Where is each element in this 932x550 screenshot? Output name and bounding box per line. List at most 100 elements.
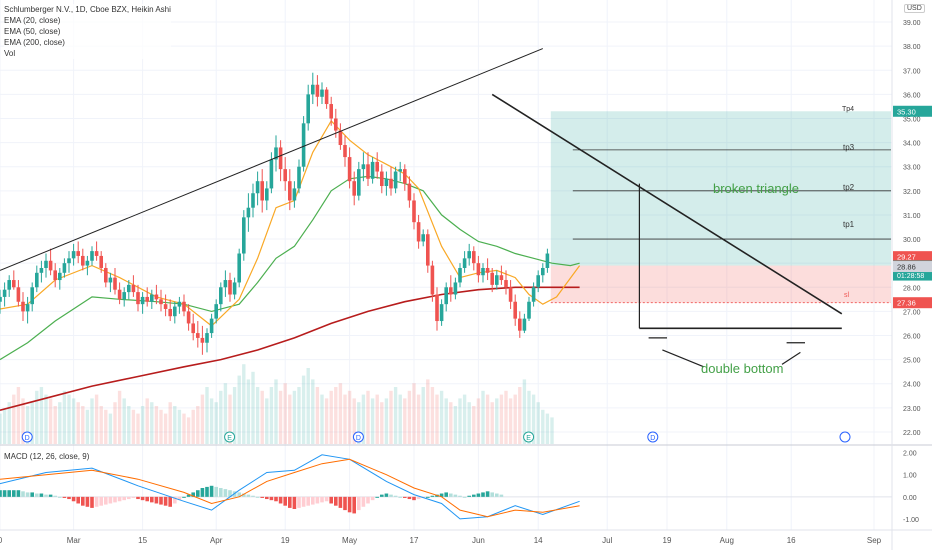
volume-bar (177, 409, 182, 444)
volume-bar (246, 379, 251, 444)
volume-bar (237, 375, 241, 444)
volume-bar (449, 402, 453, 444)
candle-body (154, 294, 159, 300)
candle-body (30, 287, 34, 305)
candle-body (44, 260, 48, 268)
candle-body (21, 301, 25, 312)
volume-bar (2, 409, 7, 444)
macd-histogram-bar (44, 494, 48, 497)
volume-bar (58, 402, 62, 444)
candle-body (232, 282, 237, 295)
candle-body (380, 171, 384, 187)
profit-zone (550, 111, 891, 266)
event-marker-future (839, 431, 851, 443)
volume-bar (375, 394, 379, 444)
volume-bar (168, 402, 172, 444)
macd-histogram-bar (219, 488, 223, 497)
candle-body (214, 304, 218, 319)
candle-body (495, 275, 499, 285)
macd-histogram-bar (315, 496, 320, 504)
currency-badge[interactable]: USD (904, 4, 925, 13)
volume-bar (380, 402, 384, 444)
macd-histogram-bar (35, 493, 39, 497)
macd-histogram-bar (490, 492, 494, 497)
candle-body (246, 207, 251, 218)
volume-bar (518, 387, 522, 444)
candle-body (117, 289, 122, 300)
macd-histogram-bar (214, 486, 218, 497)
volume-bar (453, 406, 458, 444)
macd-histogram-bar (352, 496, 356, 514)
event-marker-label: D (650, 435, 655, 442)
volume-bar (127, 406, 131, 444)
candle-body (131, 284, 136, 293)
volume-bar (292, 390, 297, 444)
macd-histogram-bar (104, 496, 108, 505)
axes: 22.0023.0024.0025.0026.0027.0028.0029.00… (0, 20, 932, 545)
event-marker-label: D (356, 435, 361, 442)
legend-ema200[interactable]: EMA (200, close) (4, 38, 65, 47)
macd-histogram-bar (306, 496, 310, 506)
falling-trendline (491, 93, 843, 315)
macd-histogram-bar (7, 490, 11, 497)
annotation-broken-triangle: broken triangle (713, 181, 799, 196)
volume-bar (476, 398, 481, 444)
candle-body (527, 301, 531, 319)
volume-bar (389, 390, 393, 444)
volume-bar (301, 375, 306, 444)
candle-body (416, 222, 421, 242)
candle-body (485, 267, 490, 273)
volume-bar (90, 398, 94, 444)
price-label-value: 29.27 (897, 253, 916, 262)
legend-ema20[interactable]: EMA (20, close) (4, 16, 61, 25)
legend-ema50[interactable]: EMA (50, close) (4, 27, 61, 36)
candle-body (205, 333, 209, 343)
volume-bar (269, 387, 274, 444)
volume-bar (214, 402, 218, 444)
macd-histogram-bar (260, 496, 264, 498)
candle-body (113, 277, 117, 290)
legend-volume[interactable]: Vol (4, 49, 16, 58)
macd-legend[interactable]: MACD (12, 26, close, 9) (4, 452, 90, 461)
event-marker-label: E (227, 435, 232, 442)
macd-histogram-bar (163, 496, 168, 506)
volume-bar (490, 402, 494, 444)
volume-bar (288, 394, 292, 444)
candle-body (361, 164, 366, 170)
candle-body (177, 301, 182, 307)
macd-histogram-bar (136, 496, 140, 500)
candle-body (292, 188, 297, 201)
volume-bar (393, 387, 398, 444)
time-tick-label: Mar (67, 536, 81, 545)
macd-histogram-bar (338, 496, 343, 508)
rising-trendline (0, 48, 543, 271)
candle-body (173, 306, 177, 317)
macd-histogram-bar (324, 496, 329, 502)
macd-histogram-bar (242, 493, 246, 497)
volume-bar (113, 402, 117, 444)
candle-body (412, 200, 416, 223)
macd-histogram-bar (347, 496, 352, 513)
event-marker (21, 431, 33, 443)
label-tp4: Tp4 (842, 106, 854, 113)
macd-histogram-bar (237, 492, 241, 497)
candle-body (186, 311, 191, 324)
candle-body (12, 280, 16, 288)
symbol-title: Schlumberger N.V., 1D, Cboe BZX, Heikin … (4, 5, 171, 14)
macd-histogram-bar (200, 488, 205, 497)
candle-body (136, 292, 140, 305)
macd-histogram-bar (108, 496, 113, 504)
candle-body (343, 145, 347, 158)
macd-histogram-bar (495, 493, 499, 497)
candle-body (16, 287, 21, 302)
volume-bar (44, 394, 48, 444)
macd-histogram-bar (403, 496, 407, 498)
price-tick-label: 27.00 (903, 309, 921, 316)
macd-histogram-bar (380, 494, 384, 497)
volume-bar (265, 398, 269, 444)
event-marker-label: E (526, 435, 531, 442)
candle-body (407, 183, 412, 201)
candle-body (237, 253, 241, 283)
volume-bar (531, 394, 536, 444)
